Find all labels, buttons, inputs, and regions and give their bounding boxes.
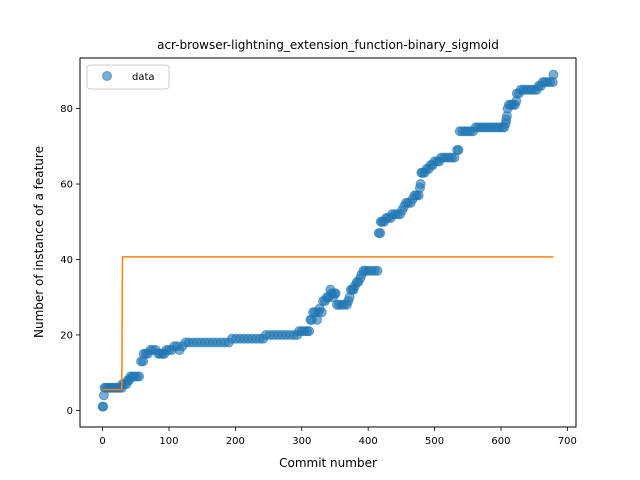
y-tick-label: 20 (60, 330, 73, 341)
y-tick-label: 40 (60, 255, 73, 266)
y-tick-label: 80 (60, 104, 73, 115)
legend-box (86, 64, 170, 90)
data-point (134, 371, 145, 382)
data-point (375, 228, 386, 239)
data-point (304, 326, 315, 337)
x-tick-label: 300 (292, 436, 311, 447)
x-axis-label: Commit number (279, 456, 377, 470)
x-tick-label: 700 (558, 436, 577, 447)
data-point (548, 69, 559, 80)
fit-line (102, 256, 554, 391)
data-point (316, 307, 327, 318)
x-tick-label: 500 (425, 436, 444, 447)
data-point (372, 265, 383, 276)
data-point (453, 145, 464, 156)
plot-frame (79, 57, 577, 428)
data-point (330, 288, 341, 299)
chart-title: acr-browser-lightning_extension_function… (157, 38, 499, 52)
x-tick-label: 0 (99, 436, 105, 447)
legend-label-data: data (132, 72, 155, 83)
plot-area (97, 69, 559, 412)
x-tick-label: 400 (359, 436, 378, 447)
legend: data (86, 64, 170, 90)
x-axis-ticks: 0 100 200 300 400 500 600 700 (99, 427, 577, 447)
y-tick-label: 0 (67, 406, 73, 417)
legend-marker-data (102, 71, 112, 81)
x-tick-label: 100 (159, 436, 178, 447)
y-axis-ticks: 0 20 40 60 80 (60, 104, 80, 417)
y-tick-label: 60 (60, 180, 73, 191)
data-point (415, 179, 426, 190)
x-tick-label: 600 (491, 436, 510, 447)
y-axis-label: Number of instance of a feature (32, 146, 46, 338)
data-point (98, 401, 109, 412)
x-tick-label: 200 (226, 436, 245, 447)
